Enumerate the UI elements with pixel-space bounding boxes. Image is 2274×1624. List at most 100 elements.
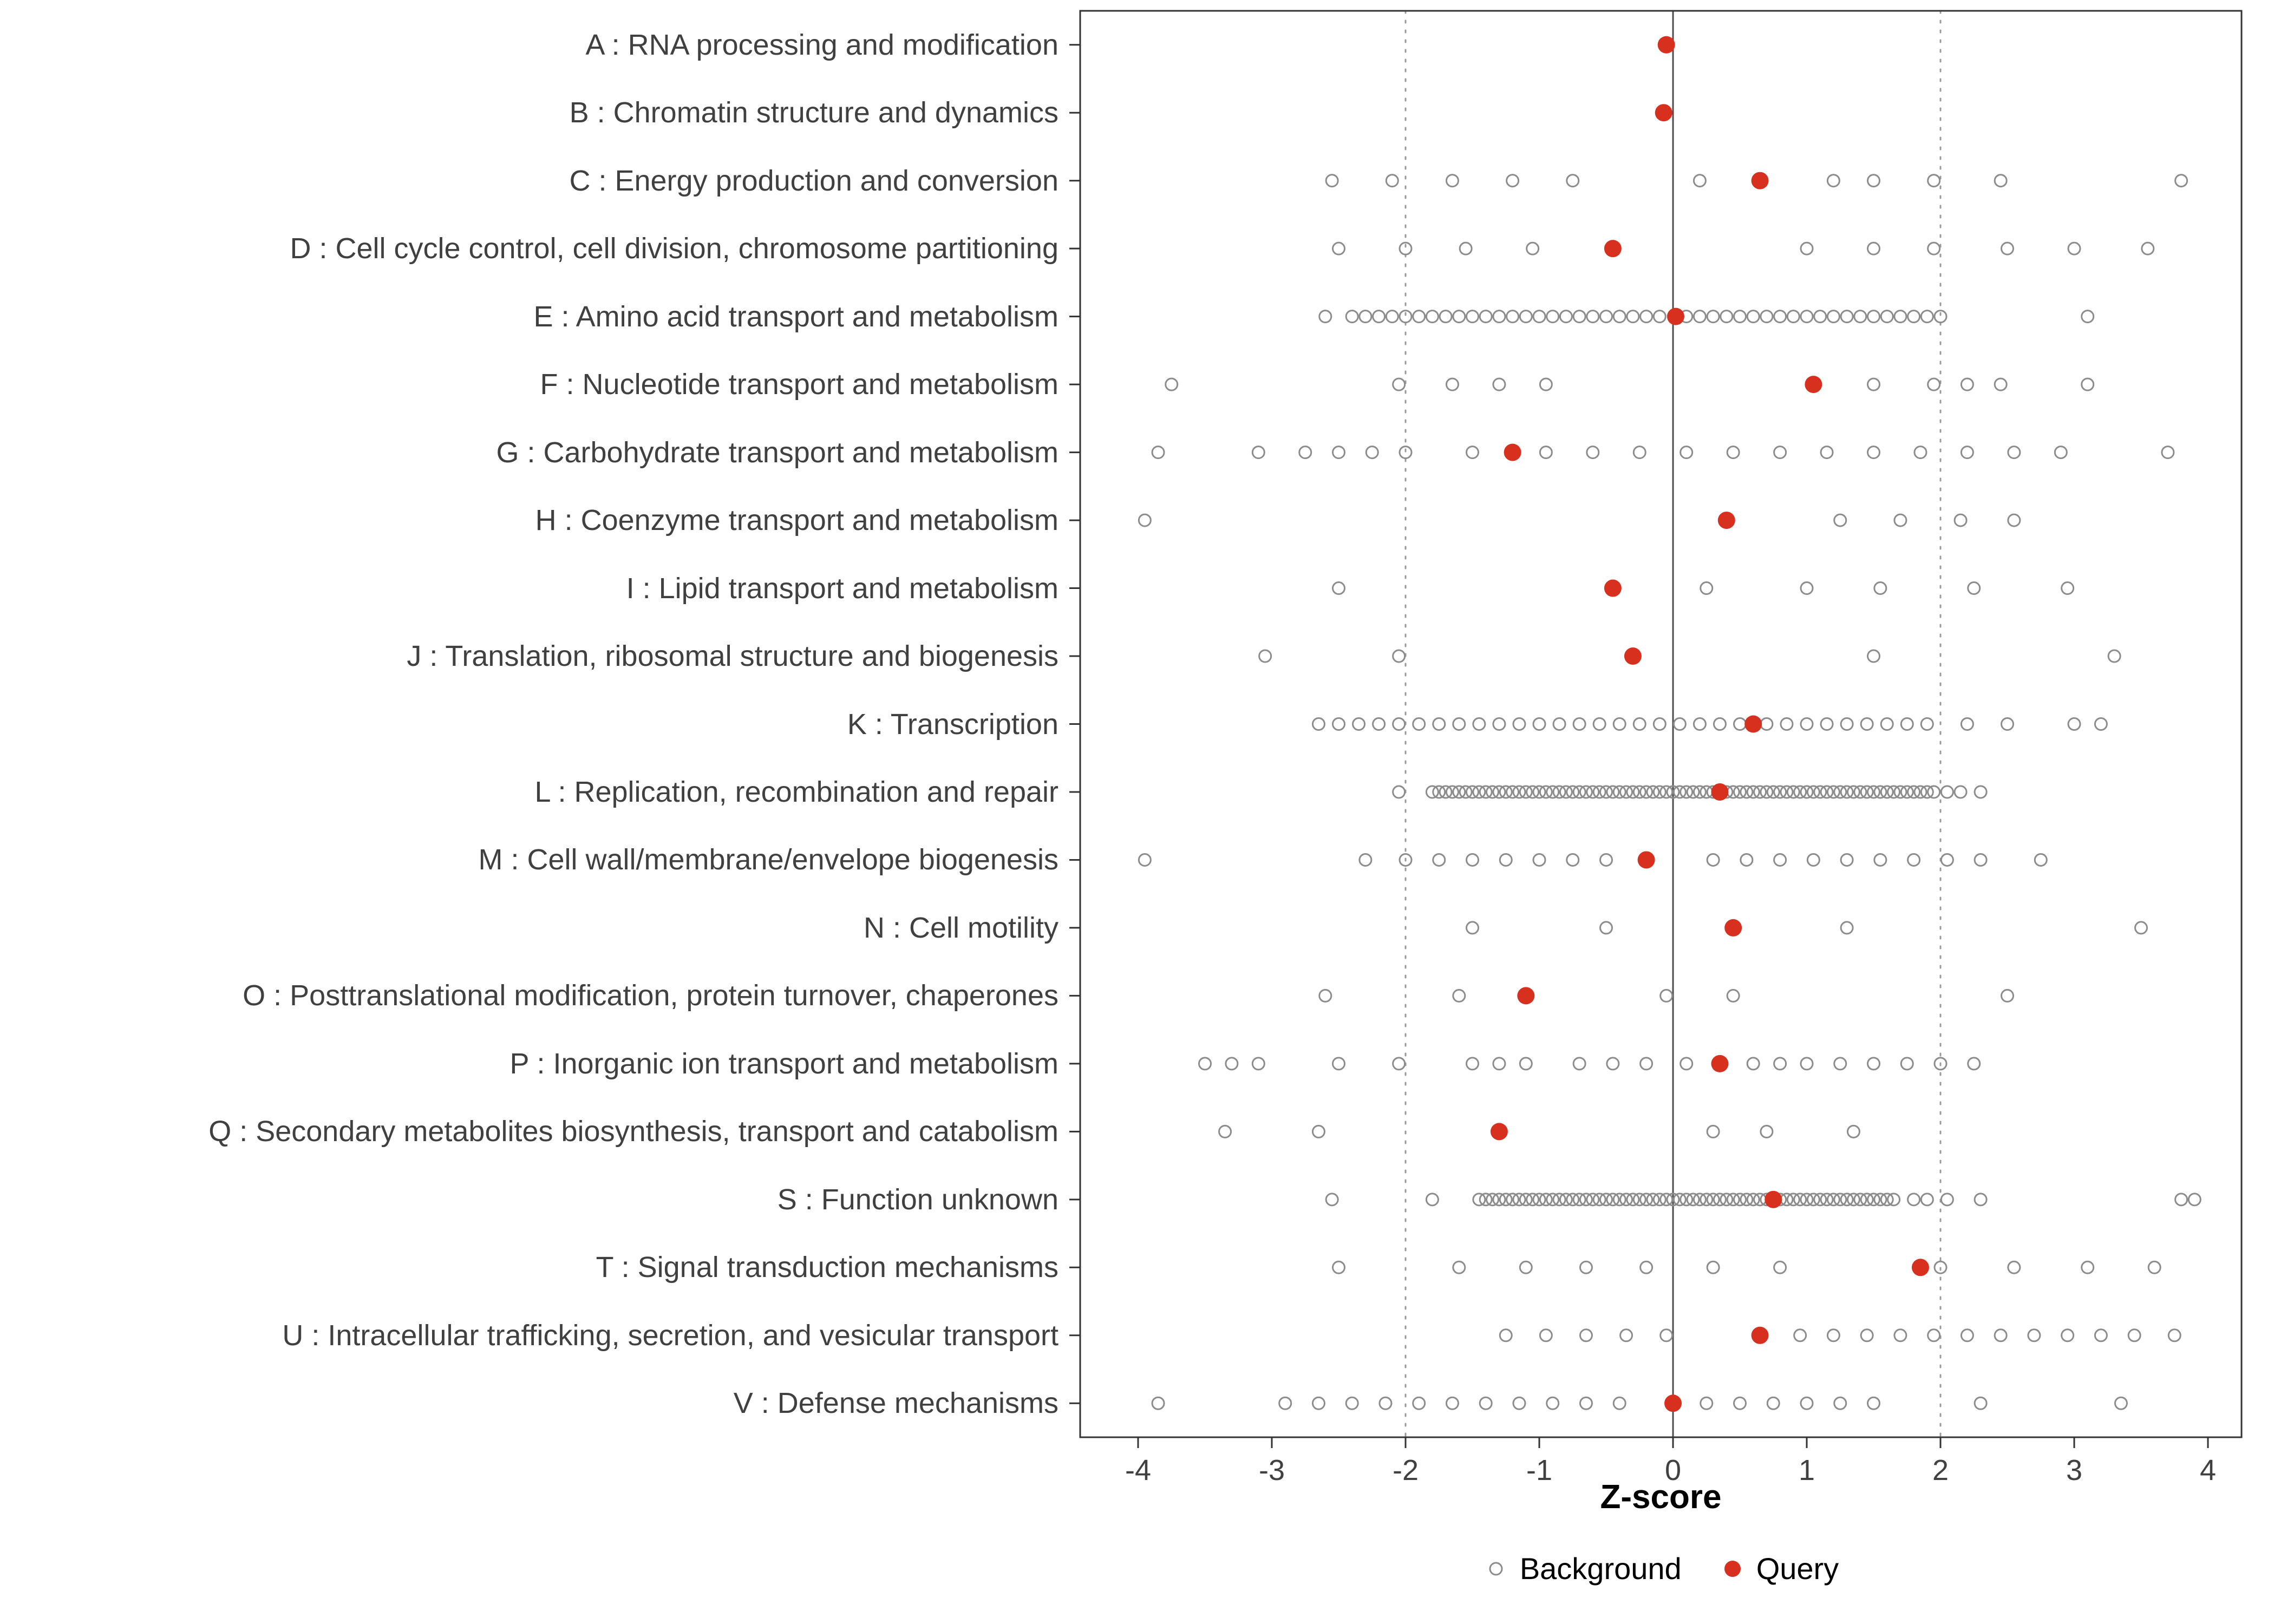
background-point — [1519, 310, 1533, 324]
background-point — [1258, 649, 1272, 663]
background-point — [1867, 310, 1880, 324]
background-point — [1700, 1396, 1714, 1410]
background-point — [2001, 241, 2014, 256]
background-point — [1532, 1193, 1546, 1207]
background-point — [1833, 1193, 1847, 1207]
background-point — [1519, 1057, 1533, 1071]
background-point — [1853, 310, 1867, 324]
background-point — [1519, 1193, 1533, 1207]
background-point — [1786, 785, 1800, 799]
background-point — [1820, 446, 1834, 460]
background-point — [1459, 785, 1473, 799]
background-point — [1967, 581, 1981, 595]
background-point — [1786, 1193, 1800, 1207]
background-point — [1733, 717, 1747, 731]
background-point — [1960, 377, 1974, 391]
background-point — [1652, 1193, 1667, 1207]
background-point — [1733, 310, 1747, 324]
background-point — [1332, 446, 1345, 460]
background-point — [1539, 1328, 1553, 1343]
background-point — [1960, 446, 1974, 460]
background-point — [1840, 1193, 1854, 1207]
background-point — [2081, 310, 2095, 324]
background-point — [1365, 446, 1379, 460]
query-point — [1604, 240, 1622, 258]
background-point — [1786, 310, 1800, 324]
query-key-circle — [1724, 1560, 1741, 1577]
background-point — [1452, 310, 1466, 324]
query-point — [1655, 104, 1672, 122]
background-point — [1880, 1193, 1894, 1207]
background-point — [1499, 1328, 1513, 1343]
background-point — [1332, 717, 1345, 731]
background-point — [1399, 310, 1413, 324]
background-point — [1466, 921, 1479, 935]
background-point — [1546, 1396, 1560, 1410]
background-point — [1652, 310, 1667, 324]
background-point — [1994, 1328, 2008, 1343]
background-point — [1499, 785, 1513, 799]
background-point — [2161, 446, 2175, 460]
background-point — [1372, 717, 1386, 731]
background-point — [1626, 310, 1640, 324]
background-point — [2174, 1193, 2188, 1207]
background-point — [1452, 717, 1466, 731]
background-point — [1466, 853, 1479, 867]
background-point — [1873, 1193, 1887, 1207]
background-point — [1887, 1193, 1901, 1207]
background-point — [1793, 785, 1807, 799]
background-point — [1559, 310, 1573, 324]
background-point — [2054, 446, 2068, 460]
background-point — [1840, 310, 1854, 324]
background-point — [1332, 581, 1345, 595]
background-point — [1920, 310, 1934, 324]
background-point — [1867, 1396, 1880, 1410]
background-point — [1311, 1396, 1325, 1410]
background-point — [1880, 785, 1894, 799]
background-point — [1599, 785, 1613, 799]
background-point — [1479, 310, 1493, 324]
background-point — [1225, 1057, 1239, 1071]
background-point — [1445, 1396, 1459, 1410]
background-point — [1693, 1193, 1707, 1207]
background-point — [1552, 785, 1566, 799]
background-point — [1713, 1193, 1727, 1207]
background-point — [1893, 785, 1907, 799]
background-point — [1572, 1057, 1586, 1071]
background-point — [1479, 1193, 1493, 1207]
background-point — [1632, 785, 1646, 799]
background-point — [1599, 921, 1613, 935]
background-point — [1639, 310, 1654, 324]
background-point — [1900, 785, 1914, 799]
background-point — [1820, 1193, 1834, 1207]
background-point — [1445, 785, 1459, 799]
legend: Background Query — [1080, 1551, 2242, 1586]
background-point — [1399, 853, 1413, 867]
background-point — [1773, 785, 1787, 799]
background-point — [1372, 310, 1386, 324]
background-point — [1760, 785, 1774, 799]
background-point — [1913, 785, 1927, 799]
background-point — [1733, 785, 1747, 799]
background-point — [1486, 1193, 1500, 1207]
background-point — [1867, 1193, 1880, 1207]
background-point — [1439, 310, 1453, 324]
background-point — [1826, 1328, 1840, 1343]
background-point — [1539, 785, 1553, 799]
background-point — [1358, 310, 1373, 324]
background-point — [1432, 785, 1446, 799]
background-point — [1933, 310, 1948, 324]
background-point — [1680, 785, 1694, 799]
query-point — [1517, 987, 1535, 1005]
legend-item-background: Background — [1483, 1551, 1682, 1586]
background-point — [1459, 241, 1473, 256]
background-point — [1846, 785, 1860, 799]
background-point — [1599, 310, 1613, 324]
background-point — [1713, 717, 1727, 731]
background-point — [1345, 1396, 1359, 1410]
background-point — [1546, 310, 1560, 324]
background-point — [1552, 717, 1566, 731]
background-point — [2174, 174, 2188, 188]
background-point — [1974, 853, 1988, 867]
